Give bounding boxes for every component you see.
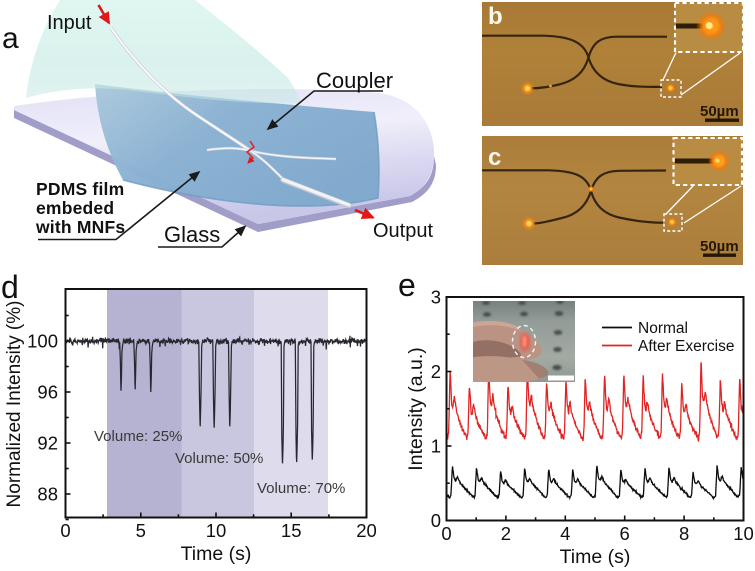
svg-text:100: 100: [27, 331, 58, 352]
svg-text:50µm: 50µm: [700, 238, 739, 255]
svg-text:Coupler: Coupler: [316, 68, 393, 93]
svg-text:2: 2: [501, 523, 511, 544]
svg-text:2: 2: [431, 361, 441, 382]
svg-text:Normal: Normal: [638, 320, 688, 337]
svg-text:b: b: [488, 3, 503, 30]
svg-text:d: d: [1, 269, 19, 305]
svg-text:After Exercise: After Exercise: [638, 338, 734, 355]
svg-text:50µm: 50µm: [700, 103, 739, 120]
svg-text:with MNFs: with MNFs: [35, 217, 125, 237]
svg-text:4: 4: [560, 523, 570, 544]
svg-text:c: c: [488, 144, 501, 171]
svg-text:Glass: Glass: [164, 222, 220, 247]
svg-text:a: a: [2, 22, 19, 55]
svg-text:88: 88: [37, 484, 58, 505]
svg-text:10: 10: [733, 523, 754, 544]
svg-text:6: 6: [620, 523, 630, 544]
svg-text:Time (s): Time (s): [560, 546, 631, 568]
svg-text:Normalized Intensity (%): Normalized Intensity (%): [4, 301, 25, 508]
svg-text:0: 0: [441, 523, 451, 544]
svg-text:embeded: embeded: [36, 198, 114, 218]
svg-text:Volume: 70%: Volume: 70%: [257, 480, 345, 497]
svg-text:Volume: 50%: Volume: 50%: [175, 450, 263, 467]
svg-text:5: 5: [136, 520, 146, 541]
svg-text:Input: Input: [47, 12, 92, 34]
svg-text:0: 0: [60, 520, 70, 541]
svg-text:3: 3: [431, 287, 441, 308]
svg-text:15: 15: [281, 520, 302, 541]
svg-text:20: 20: [356, 520, 377, 541]
svg-text:PDMS film: PDMS film: [36, 179, 124, 199]
svg-text:Output: Output: [373, 220, 433, 242]
svg-text:96: 96: [37, 382, 58, 403]
svg-text:8: 8: [679, 523, 689, 544]
svg-text:0: 0: [431, 510, 441, 531]
svg-text:10: 10: [206, 520, 227, 541]
svg-text:e: e: [398, 267, 416, 303]
svg-text:1: 1: [431, 436, 441, 457]
svg-text:92: 92: [37, 433, 58, 454]
svg-text:Intensity (a.u.): Intensity (a.u.): [405, 347, 427, 471]
svg-text:Time (s): Time (s): [181, 543, 252, 565]
svg-text:Volume: 25%: Volume: 25%: [94, 428, 182, 445]
